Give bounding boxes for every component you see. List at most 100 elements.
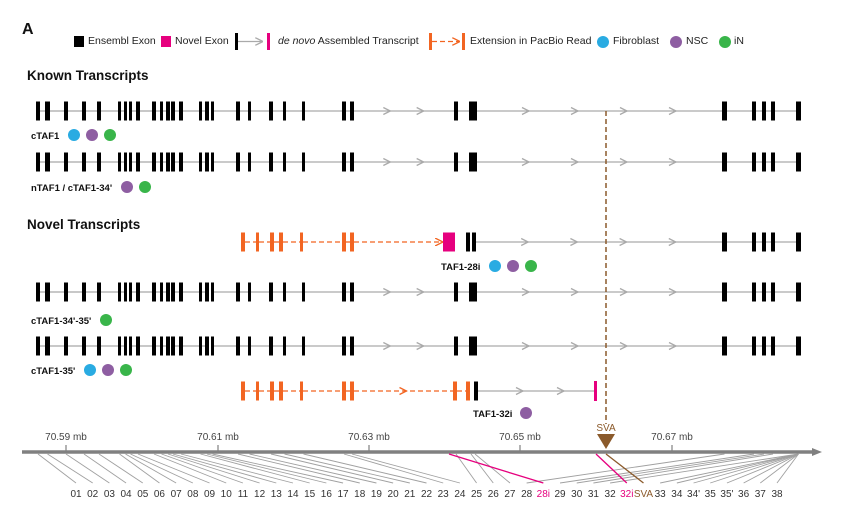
exon-connector [710,453,799,484]
transcript-ctaf1-direction-arrow [619,106,629,116]
transcript-label-ctaf1-in-dot [104,129,116,141]
legend-extension-start-bar [429,33,432,50]
exon-connector [167,453,260,484]
transcript-ctaf1-34-35--exon [45,282,50,302]
exon-connector [760,453,799,484]
transcript-ctaf1-35--exon [124,336,127,356]
legend-nsc-dot [670,36,682,48]
transcript-ntaf1-ctaf1-34--exon [236,152,240,172]
transcript-ctaf1-34-35--exon [762,282,766,302]
transcript-ctaf1-34-35--exon [796,282,801,302]
transcript-label-ctaf1-35-: cTAF1-35' [31,366,75,377]
transcript-ntaf1-ctaf1-34--exon [771,152,775,172]
transcript-ctaf1-34-35--exon [771,282,775,302]
exon-connector [172,453,277,484]
transcript-ctaf1-34-35--exon [124,282,127,302]
exon-number-label: 28i [537,489,550,500]
exon-connector [206,453,327,484]
transcript-label-ctaf1-35--in-dot [120,364,132,376]
exon-number-label: 33 [655,489,667,500]
exon-number-label: 32i [620,489,633,500]
transcript-taf1-32i-novel-exon-end [594,381,597,401]
transcript-ctaf1-35--exon [36,336,40,356]
transcript-ctaf1-34-35--exon [722,282,727,302]
transcript-ctaf1-exon [469,101,473,121]
legend-pacbio-extension-label: Extension in PacBio Read [470,35,592,47]
exon-number-label: 05 [137,489,149,500]
exon-number-label: 27 [504,489,516,500]
transcript-label-taf1-28i-fibroblast-dot [489,260,501,272]
transcript-ntaf1-ctaf1-34--exon [211,152,214,172]
transcript-ctaf1-34-35--exon [473,282,477,302]
transcript-ctaf1-35--exon [160,336,163,356]
exon-connector [448,453,544,484]
transcript-ctaf1-35--direction-arrow [521,341,531,351]
transcript-ctaf1-34-35--exon [64,282,68,302]
transcript-ntaf1-ctaf1-34--direction-arrow [383,157,392,167]
transcript-ctaf1-35--exon [179,336,183,356]
transcript-label-ntaf1-ctaf1-34--nsc-dot [121,181,133,193]
transcript-ntaf1-ctaf1-34--exon [722,152,727,172]
transcript-ctaf1-35--direction-arrow [619,341,629,351]
transcript-ctaf1-34-35--direction-arrow [619,287,629,297]
transcript-taf1-28i-exon [256,232,259,252]
exon-connector [343,453,444,484]
exon-connector [130,453,194,484]
exon-number-label: 08 [187,489,199,500]
exon-number-label: 38 [771,489,783,500]
legend-fibroblast: Fibroblast [613,35,659,47]
transcript-ctaf1-35--exon [269,336,273,356]
transcript-taf1-28i-direction-arrow [668,237,678,247]
transcript-ctaf1-35--exon [722,336,727,356]
transcript-ntaf1-ctaf1-34--exon [136,152,140,172]
transcript-ntaf1-ctaf1-34--direction-arrow [416,157,426,167]
exon-number-label: 04 [121,489,133,500]
transcript-taf1-28i-exon [771,232,775,252]
exon-connector [212,453,344,484]
exon-connector [47,453,93,484]
transcript-ntaf1-ctaf1-34--exon [36,152,40,172]
transcript-ctaf1-exon [118,101,121,121]
transcript-taf1-28i-exon [722,232,727,252]
transcript-ntaf1-ctaf1-34--exon [82,152,86,172]
transcript-ntaf1-ctaf1-34--exon [205,152,209,172]
genomic-axis: 70.59 mb 70.61 mb 70.63 mb 70.65 mb 70.67 mb… [22,432,822,500]
legend-nsc: NSC [686,35,708,47]
exon-number-label: 32 [605,489,617,500]
transcript-ctaf1-direction-arrow [668,106,678,116]
exon-connector [119,453,160,484]
transcript-ctaf1-34-35--exon [248,282,251,302]
transcript-label-ctaf1-34-35--in-dot [100,314,112,326]
legend-ensembl-exon-label: Ensembl Exon [88,35,156,47]
exon-connector [37,453,77,484]
transcript-ntaf1-ctaf1-34--direction-arrow [521,157,531,167]
transcript-ntaf1-ctaf1-34--exon [752,152,756,172]
exon-number-label: 30 [571,489,583,500]
exon-number-label: 31 [588,489,600,500]
transcript-ctaf1-34-35--exon [205,282,209,302]
axis-tick-label: 70.65 mb [499,432,541,443]
transcript-ctaf1-35--exon [350,336,354,356]
legend-denovo-transcript: de novo Assembled Transcript [278,35,419,47]
transcript-ntaf1-ctaf1-34--exon [160,152,163,172]
transcript-ntaf1-ctaf1-34--exon [124,152,127,172]
transcript-ctaf1-35--exon [473,336,477,356]
exon-number-label: SVA [634,489,654,500]
legend-denovo-end-bar [267,33,270,50]
transcript-ctaf1-direction-arrow [521,106,531,116]
transcript-ntaf1-ctaf1-34--exon [473,152,477,172]
exon-number-label: 34' [687,489,700,500]
exon-number-label: 26 [488,489,500,500]
transcript-ctaf1-35--exon [205,336,209,356]
transcript-taf1-28i-exon [472,232,476,252]
transcript-ctaf1-exon [166,101,170,121]
transcript-ctaf1-exon [45,101,50,121]
legend-in-dot [719,36,731,48]
transcript-taf1-28i-exon [752,232,756,252]
exon-number-label: 09 [204,489,216,500]
transcript-ctaf1-35--exon [283,336,286,356]
exon-connector [98,453,144,484]
transcript-ctaf1-35--exon [166,336,170,356]
transcript-label-ctaf1-35--fibroblast-dot [84,364,96,376]
transcript-ctaf1-34-35--exon [97,282,101,302]
